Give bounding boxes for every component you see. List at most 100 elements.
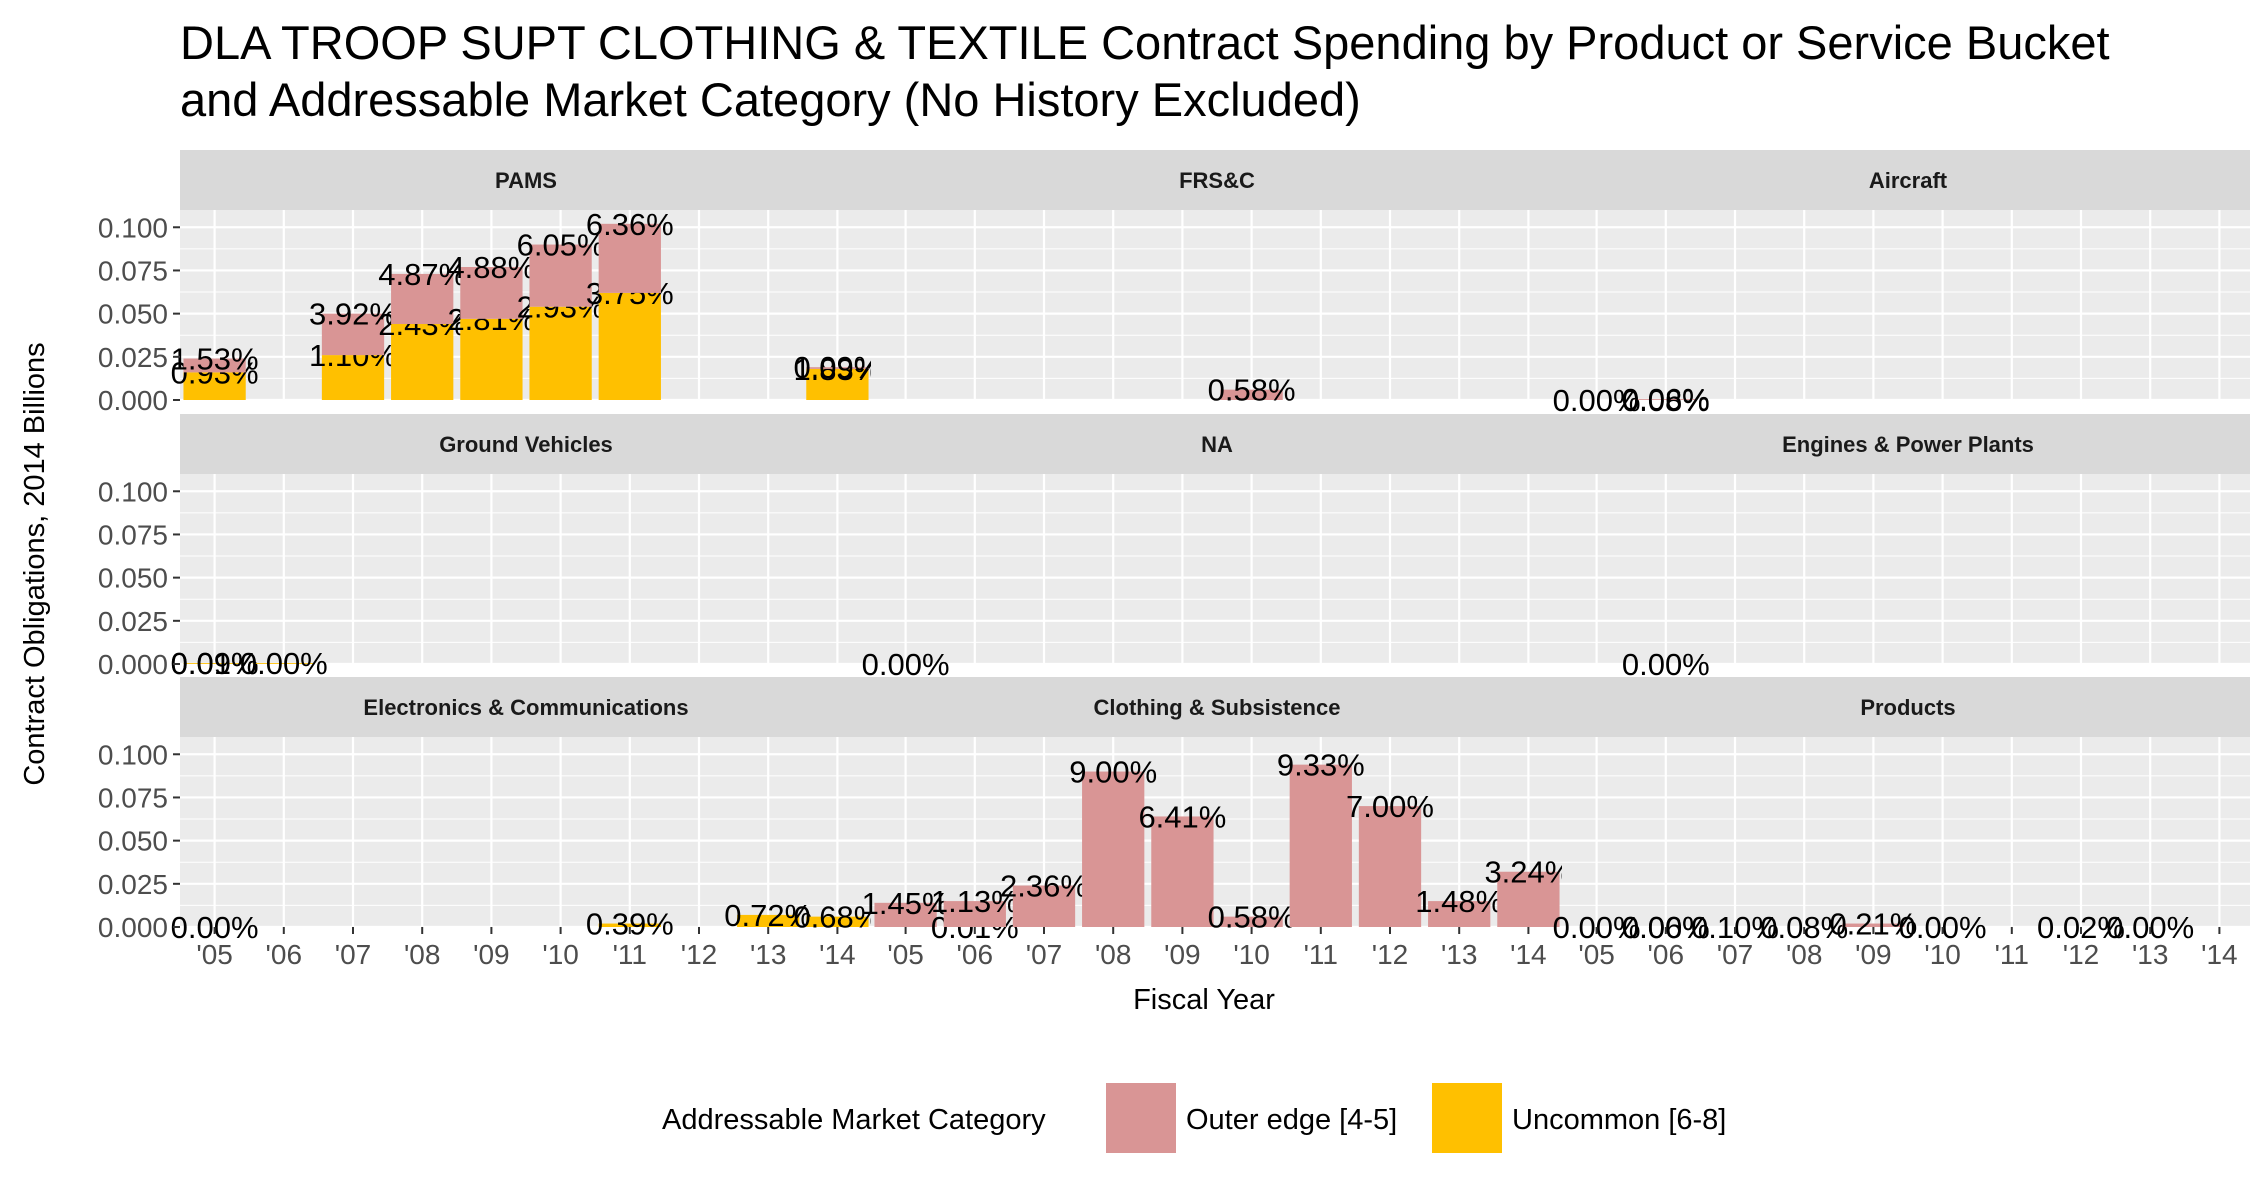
y-tick-label: 0.075 — [98, 519, 168, 550]
data-label: 9.33% — [1277, 748, 1365, 783]
y-tick-label: 0.000 — [98, 649, 168, 680]
panel-strip-label: PAMS — [495, 168, 557, 193]
panel-strip — [871, 414, 1563, 474]
data-label: 6.41% — [1138, 799, 1226, 834]
y-axis-title: Contract Obligations, 2014 Billions — [19, 342, 51, 785]
panel-aircraft: Aircraft 0.00%0.08%0.06% — [1553, 150, 2250, 418]
y-tick-label: 0.050 — [98, 299, 168, 330]
x-tick-label: '07 — [1717, 939, 1754, 970]
x-tick-label: '09 — [473, 939, 510, 970]
y-tick-label: 0.000 — [98, 912, 168, 943]
data-label: 0.06% — [1622, 382, 1710, 417]
x-tick-label: '10 — [1924, 939, 1961, 970]
data-label: 1.13% — [931, 884, 1019, 919]
data-label: 9.00% — [1069, 755, 1157, 790]
bar-clothing-subsistence-outer-edge-4-5-5 — [1220, 916, 1283, 927]
x-axis-title: Fiscal Year — [1133, 984, 1275, 1016]
data-label: 0.39% — [586, 907, 674, 942]
bar-pams-uncommon-6-8-2 — [321, 355, 385, 400]
x-tick-label: '08 — [404, 939, 441, 970]
bar-pams-outer-edge-4-5-5 — [529, 244, 592, 307]
data-label: 3.24% — [1484, 855, 1572, 890]
panel-strip — [871, 150, 1563, 210]
data-label: 0.58% — [1208, 373, 1296, 408]
panel-background — [871, 737, 1563, 927]
data-label: 0.08% — [1622, 383, 1710, 418]
panel-products: Products0.00%0.06%0.00%0.10%0.08%0.21%0.… — [1553, 677, 2250, 970]
panel-background — [1562, 737, 2250, 927]
panel-na: NA 0.00% — [862, 414, 1563, 682]
panel-strip-label: FRS&C — [1179, 168, 1255, 193]
bar-pams-outer-edge-4-5-9 — [806, 367, 869, 369]
bar-pams-outer-edge-4-5-3 — [391, 273, 454, 324]
panel-background — [1562, 210, 2250, 400]
panel-strip — [180, 677, 872, 737]
bar-clothing-subsistence-outer-edge-4-5-7 — [1358, 806, 1422, 927]
panel-background — [180, 210, 872, 400]
bar-pams-uncommon-6-8-5 — [529, 306, 592, 400]
bar-electronics-communications-uncommon-6-8-8 — [737, 914, 800, 927]
panel-strip — [1562, 677, 2250, 737]
y-tick-label: 0.050 — [98, 826, 168, 857]
y-tick-label: 0.025 — [98, 606, 168, 637]
bar-electronics-communications-uncommon-6-8-9 — [806, 916, 869, 927]
x-tick-label: '08 — [1095, 939, 1132, 970]
panel-strip-label: Electronics & Communications — [363, 695, 688, 720]
y-tick-label: 0.075 — [98, 255, 168, 286]
legend: Addressable Market Category Outer edge [… — [662, 1083, 1726, 1153]
data-label: 1.45% — [862, 886, 950, 921]
bar-clothing-subsistence-outer-edge-4-5-4 — [1151, 816, 1214, 927]
x-tick-label: '07 — [335, 939, 372, 970]
panel-background — [1562, 474, 2250, 664]
panel-strip-label: Clothing & Subsistence — [1094, 695, 1341, 720]
x-tick-label: '10 — [542, 939, 579, 970]
panel-strip-label: Products — [1860, 695, 1955, 720]
y-tick-label: 0.025 — [98, 342, 168, 373]
x-tick-label: '14 — [1510, 939, 1547, 970]
bar-pams-uncommon-6-8-4 — [460, 318, 523, 400]
panel-strip — [871, 677, 1563, 737]
chart-title-line-2: and Addressable Market Category (No Hist… — [180, 73, 1361, 126]
data-label: 0.00% — [1622, 647, 1710, 682]
x-tick-label: '08 — [1786, 939, 1823, 970]
legend-label-uncommon: Uncommon [6-8] — [1512, 1104, 1726, 1136]
x-tick-label: '06 — [266, 939, 303, 970]
bar-products-outer-edge-4-5-4 — [1842, 923, 1905, 927]
data-label: 0.00% — [240, 646, 328, 681]
data-label: 0.01% — [171, 646, 259, 681]
y-tick-label: 0.025 — [98, 869, 168, 900]
x-tick-label: '06 — [957, 939, 994, 970]
data-label: 1.53% — [171, 342, 259, 377]
bar-electronics-communications-uncommon-6-8-6 — [598, 923, 661, 927]
x-tick-label: '12 — [2063, 939, 2100, 970]
data-label: 0.00% — [1553, 383, 1641, 418]
x-tick-label: '11 — [1995, 939, 2029, 970]
data-label: 3.92% — [309, 297, 397, 332]
data-label: 7.00% — [1346, 789, 1434, 824]
x-tick-label: '13 — [2132, 939, 2169, 970]
data-label: 1.48% — [1415, 884, 1503, 919]
bar-pams-outer-edge-4-5-0 — [183, 358, 246, 373]
bar-aircraft-outer-edge-4-5-1 — [1634, 399, 1697, 400]
bar-clothing-subsistence-outer-edge-4-5-6 — [1289, 764, 1352, 927]
data-label: 0.09% — [171, 646, 259, 681]
bar-pams-outer-edge-4-5-6 — [598, 223, 661, 293]
x-tick-label: '13 — [750, 939, 787, 970]
bar-ground-vehicles-uncommon-6-8-0 — [183, 663, 246, 664]
data-label: 0.09% — [793, 350, 881, 385]
panel-strip-label: NA — [1201, 432, 1233, 457]
panel-strip — [180, 150, 872, 210]
chart-title-line-1: DLA TROOP SUPT CLOTHING & TEXTILE Contra… — [180, 16, 2110, 69]
bar-frs-c-outer-edge-4-5-5 — [1220, 389, 1283, 400]
x-tick-label: '07 — [1026, 939, 1063, 970]
panel-background — [871, 210, 1563, 400]
x-tick-label: '11 — [1304, 939, 1338, 970]
data-label: 6.36% — [586, 207, 674, 242]
y-tick-label: 0.050 — [98, 563, 168, 594]
bar-clothing-subsistence-outer-edge-4-5-9 — [1497, 871, 1560, 927]
x-tick-label: '14 — [819, 939, 856, 970]
bar-clothing-subsistence-outer-edge-4-5-2 — [1012, 885, 1076, 927]
